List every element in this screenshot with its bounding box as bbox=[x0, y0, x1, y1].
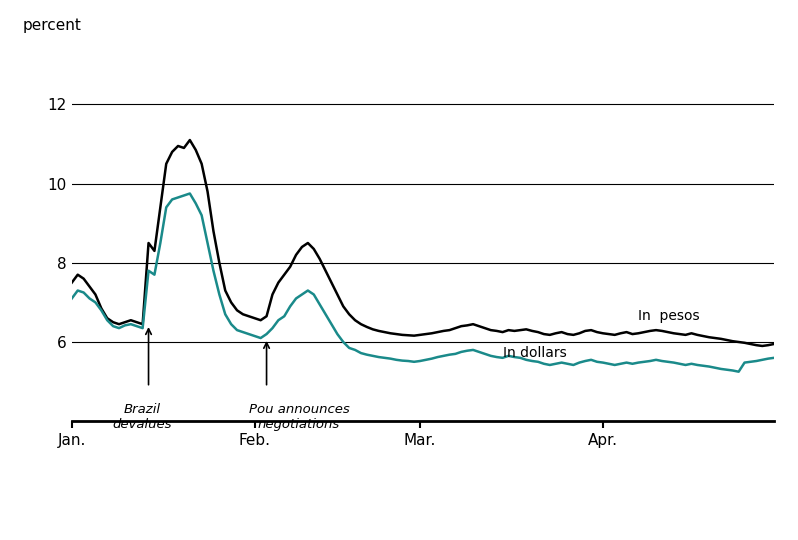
Text: In dollars: In dollars bbox=[503, 346, 567, 360]
Text: Pou announces
negotiations: Pou announces negotiations bbox=[249, 403, 350, 431]
Text: Brazil
devalues: Brazil devalues bbox=[113, 403, 172, 431]
Text: In  pesos: In pesos bbox=[638, 309, 700, 323]
Text: percent: percent bbox=[22, 18, 81, 33]
